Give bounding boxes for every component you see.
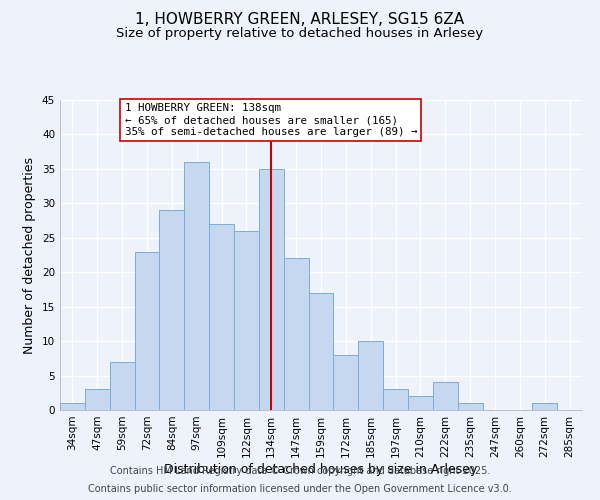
Bar [408, 396, 433, 410]
Bar [532, 403, 557, 410]
Bar [60, 403, 85, 410]
Bar [259, 169, 284, 410]
Bar [209, 224, 234, 410]
Text: 1, HOWBERRY GREEN, ARLESEY, SG15 6ZA: 1, HOWBERRY GREEN, ARLESEY, SG15 6ZA [136, 12, 464, 28]
Text: Contains HM Land Registry data © Crown copyright and database right 2025.: Contains HM Land Registry data © Crown c… [110, 466, 490, 476]
X-axis label: Distribution of detached houses by size in Arlesey: Distribution of detached houses by size … [164, 462, 478, 475]
Text: Size of property relative to detached houses in Arlesey: Size of property relative to detached ho… [116, 28, 484, 40]
Bar [284, 258, 308, 410]
Bar [433, 382, 458, 410]
Bar [234, 231, 259, 410]
Bar [110, 362, 134, 410]
Bar [160, 210, 184, 410]
Bar [383, 390, 408, 410]
Text: Contains public sector information licensed under the Open Government Licence v3: Contains public sector information licen… [88, 484, 512, 494]
Bar [184, 162, 209, 410]
Bar [358, 341, 383, 410]
Bar [334, 355, 358, 410]
Y-axis label: Number of detached properties: Number of detached properties [23, 156, 37, 354]
Bar [458, 403, 482, 410]
Bar [134, 252, 160, 410]
Bar [85, 390, 110, 410]
Text: 1 HOWBERRY GREEN: 138sqm
← 65% of detached houses are smaller (165)
35% of semi-: 1 HOWBERRY GREEN: 138sqm ← 65% of detach… [125, 104, 417, 136]
Bar [308, 293, 334, 410]
